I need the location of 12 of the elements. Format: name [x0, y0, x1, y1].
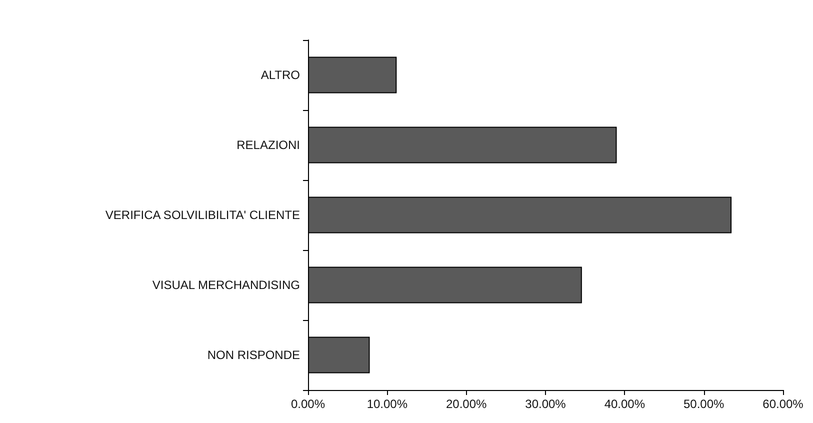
y-tick-label: RELAZIONI [236, 138, 300, 152]
x-tick-label: 30.00% [525, 397, 566, 411]
x-tick-label: 20.00% [446, 397, 488, 411]
x-tick-label: 50.00% [683, 397, 725, 411]
y-tick-label: NON RISPONDE [207, 348, 300, 362]
y-tick-label: VISUAL MERCHANDISING [152, 278, 300, 292]
x-tick-label: 0.00% [290, 397, 326, 411]
y-tick-label: VERIFICA SOLVILIBILITA' CLIENTE [105, 208, 300, 222]
x-tick-label: 40.00% [604, 397, 646, 411]
y-tick-label: ALTRO [260, 68, 300, 82]
x-tick-label: 60.00% [762, 397, 804, 411]
x-tick-label: 10.00% [366, 397, 408, 411]
